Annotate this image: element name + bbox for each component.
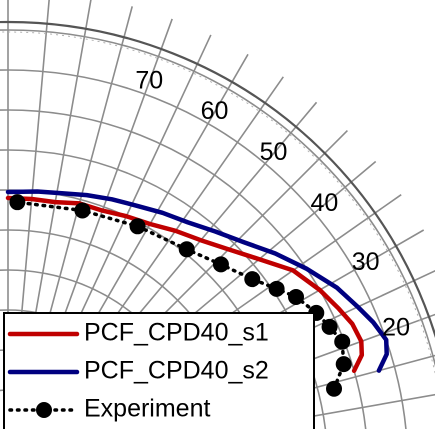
series-line-0: [5, 195, 365, 374]
legend: PCF_CPD40_s1 PCF_CPD40_s2 Experiment: [3, 312, 315, 429]
series-layer: [5, 189, 389, 397]
data-point: [321, 318, 338, 335]
angular-tick-label: 30: [352, 248, 380, 276]
outer-boundary-arc: [0, 21, 435, 339]
data-point: [9, 194, 26, 211]
series-line-1: [5, 189, 389, 373]
data-point: [268, 280, 285, 297]
data-point: [334, 333, 351, 350]
data-point: [326, 380, 343, 397]
angular-tick-labels: 20 30 40 50 60 70: [135, 67, 410, 342]
data-point: [178, 241, 195, 258]
data-point: [244, 271, 261, 288]
data-point: [74, 202, 91, 219]
data-point: [129, 218, 146, 235]
data-point: [212, 256, 229, 273]
data-point: [288, 288, 305, 305]
angular-tick-label: 40: [310, 189, 338, 217]
data-point: [335, 356, 352, 373]
angular-tick-label: 20: [382, 313, 410, 341]
angular-tick-label: 60: [201, 97, 229, 125]
legend-label-0: PCF_CPD40_s1: [84, 319, 269, 347]
legend-marker: [36, 402, 52, 418]
legend-label-1: PCF_CPD40_s2: [84, 357, 269, 385]
angular-tick-label: 50: [260, 138, 288, 166]
angular-tick-label: 70: [135, 67, 163, 95]
legend-label-2: Experiment: [84, 395, 210, 423]
